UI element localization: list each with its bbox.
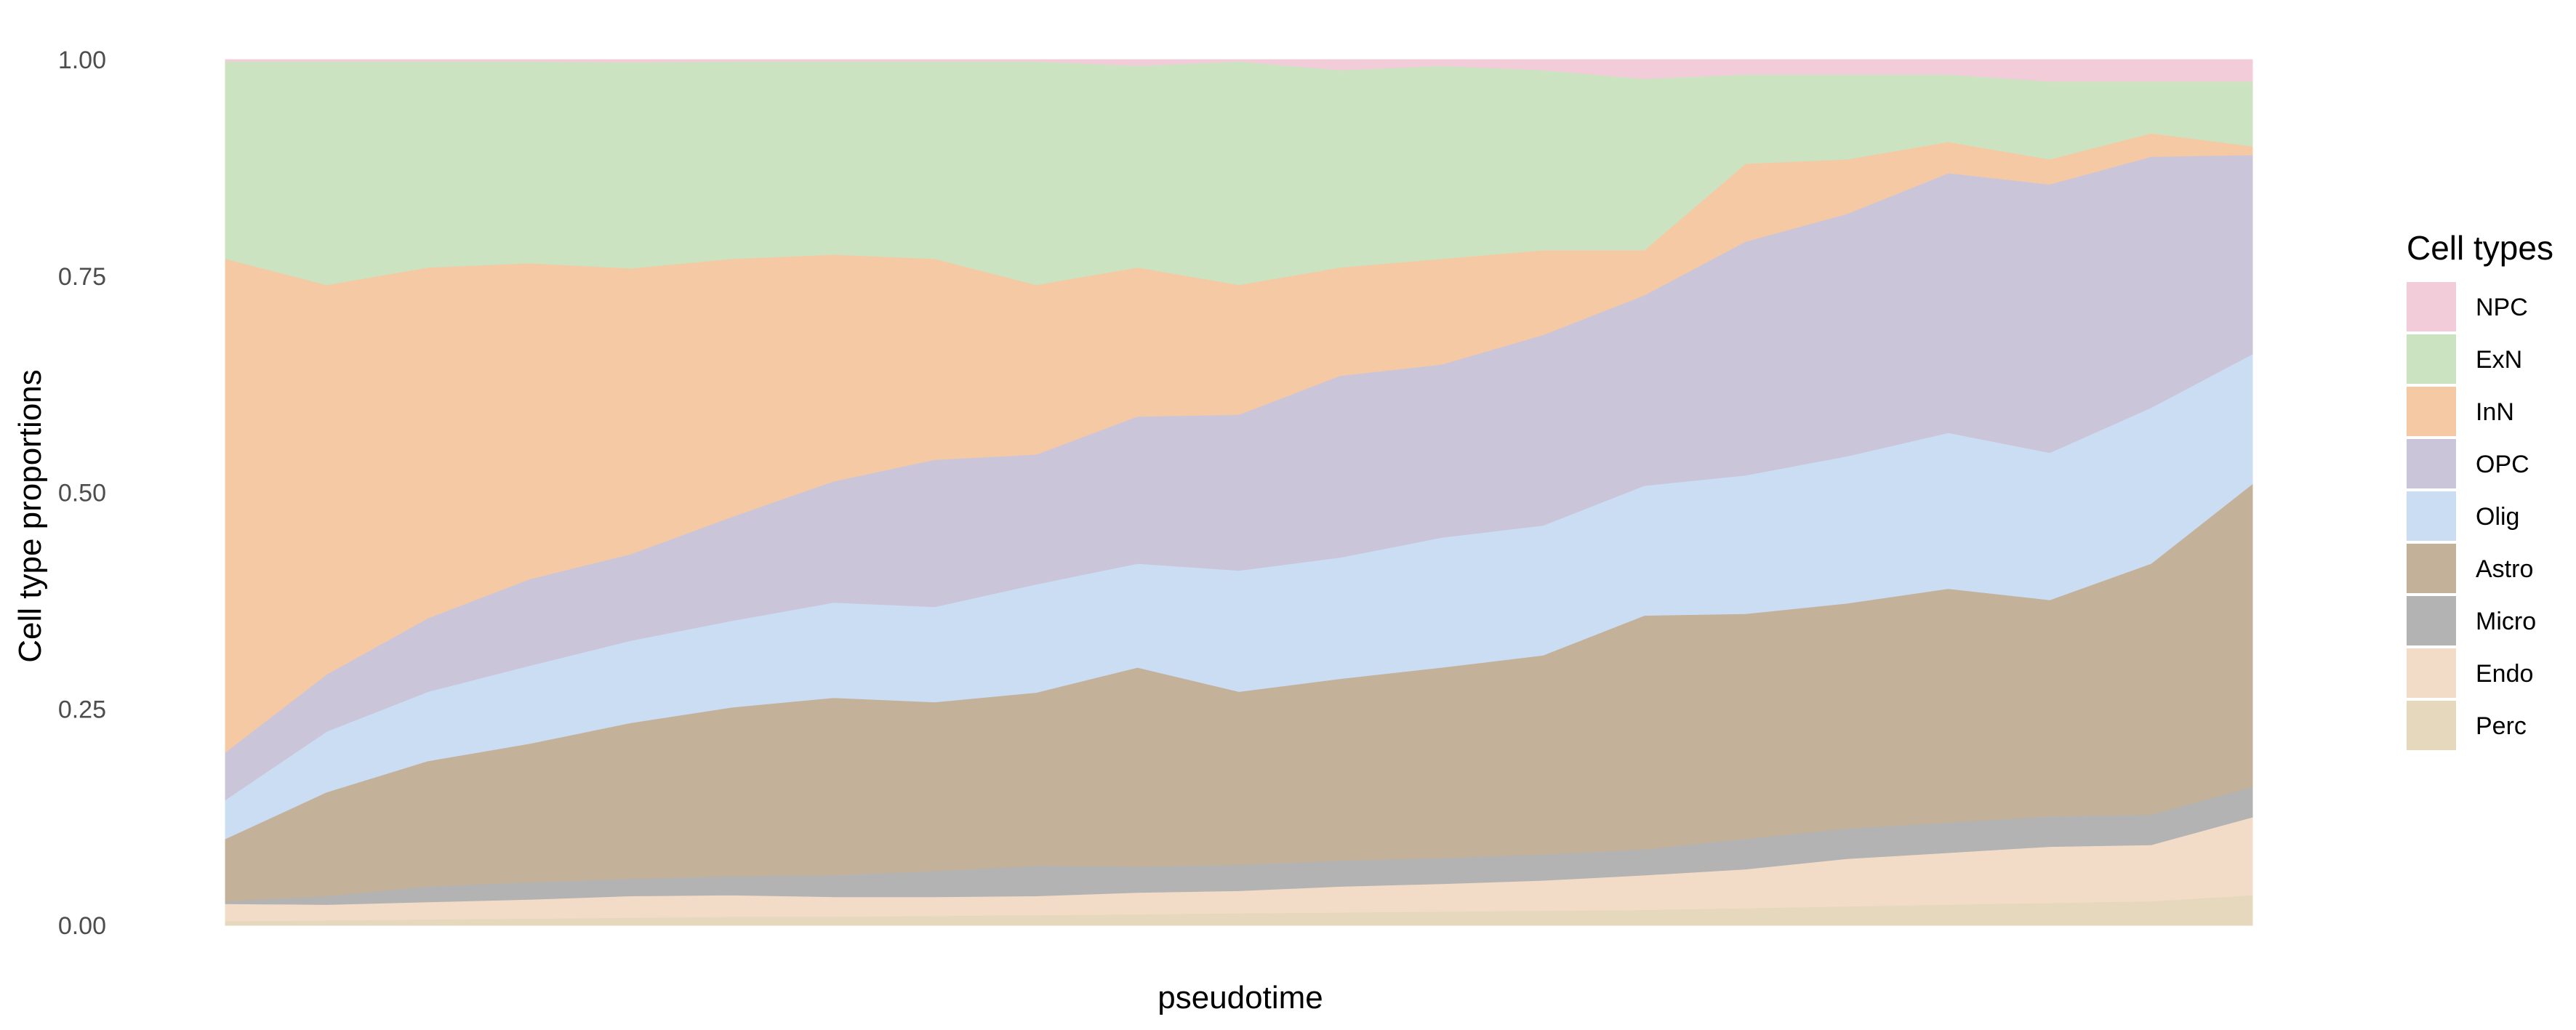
legend-label-astro: Astro (2476, 555, 2533, 583)
y-axis: 0.00 0.25 0.50 0.75 1.00 (58, 47, 106, 940)
y-tick-label: 0.50 (58, 480, 106, 507)
legend-title: Cell types (2407, 229, 2553, 267)
legend-swatch-perc (2407, 701, 2456, 750)
legend: Cell types NPC ExN InN OPC Olig Astro Micro End… (2407, 229, 2553, 750)
y-tick-label: 0.75 (58, 263, 106, 291)
legend-swatch-olig (2407, 491, 2456, 541)
y-tick-label: 1.00 (58, 47, 106, 74)
legend-label-opc: OPC (2476, 451, 2529, 478)
legend-label-olig: Olig (2476, 503, 2519, 531)
y-tick-label: 0.00 (58, 912, 106, 940)
legend-swatch-npc (2407, 282, 2456, 331)
legend-items: NPC ExN InN OPC Olig Astro Micro Endo Perc (2407, 282, 2536, 750)
legend-label-perc: Perc (2476, 712, 2527, 740)
y-axis-title: Cell type proportions (12, 369, 48, 663)
legend-swatch-inn (2407, 387, 2456, 436)
legend-swatch-endo (2407, 648, 2456, 698)
legend-label-exn: ExN (2476, 346, 2522, 374)
legend-swatch-opc (2407, 439, 2456, 488)
legend-label-inn: InN (2476, 398, 2514, 426)
legend-swatch-exn (2407, 334, 2456, 384)
area-npc (225, 59, 2253, 82)
legend-label-npc: NPC (2476, 294, 2528, 321)
y-tick-label: 0.25 (58, 696, 106, 723)
legend-label-micro: Micro (2476, 608, 2536, 635)
legend-swatch-micro (2407, 596, 2456, 645)
area-layer (225, 59, 2253, 926)
legend-label-endo: Endo (2476, 660, 2533, 688)
legend-swatch-astro (2407, 544, 2456, 593)
x-axis-title: pseudotime (1157, 980, 1323, 1015)
